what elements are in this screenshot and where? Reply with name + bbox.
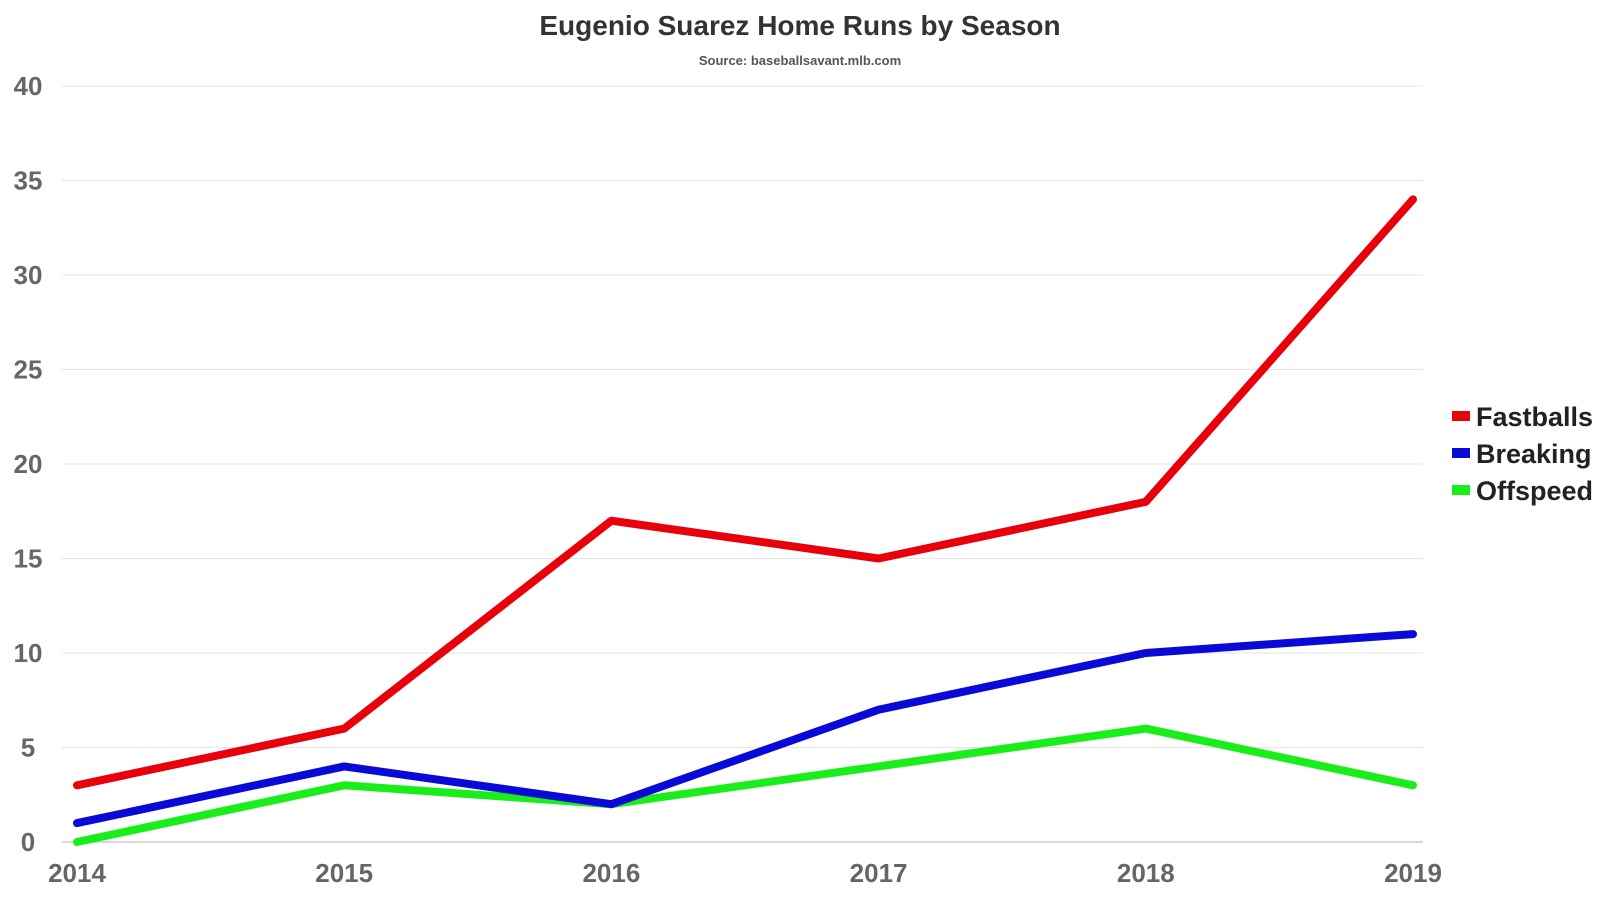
x-tick-label: 2019	[1384, 858, 1442, 888]
y-tick-label: 10	[14, 638, 43, 668]
y-axis: 0 5 10 15 20 25 30 35 40	[14, 71, 43, 857]
y-tick-label: 0	[21, 827, 35, 857]
legend-swatch-offspeed	[1452, 485, 1470, 495]
legend-label-fastballs: Fastballs	[1476, 402, 1593, 432]
y-tick-label: 30	[14, 260, 43, 290]
x-tick-label: 2014	[48, 858, 106, 888]
legend-swatch-breaking	[1452, 448, 1470, 458]
x-tick-label: 2018	[1117, 858, 1175, 888]
grid-lines	[62, 85, 1423, 843]
y-tick-label: 5	[21, 733, 35, 763]
x-tick-label: 2017	[850, 858, 908, 888]
x-axis: 2014 2015 2016 2017 2018 2019	[48, 858, 1442, 888]
x-tick-label: 2015	[315, 858, 373, 888]
y-tick-label: 35	[14, 166, 43, 196]
chart-title: Eugenio Suarez Home Runs by Season	[539, 10, 1061, 41]
y-tick-label: 40	[14, 71, 43, 101]
y-tick-label: 15	[14, 544, 43, 574]
series-line-offspeed	[73, 724, 1417, 846]
x-tick-label: 2016	[582, 858, 640, 888]
y-tick-label: 25	[14, 355, 43, 385]
series-line-fastballs	[73, 195, 1417, 790]
chart-subtitle: Source: baseballsavant.mlb.com	[698, 53, 902, 68]
series-line-breaking	[73, 630, 1417, 828]
legend-swatch-fastballs	[1452, 411, 1470, 421]
legend-label-breaking: Breaking	[1476, 439, 1592, 469]
legend-label-offspeed: Offspeed	[1476, 476, 1593, 506]
y-tick-label: 20	[14, 449, 43, 479]
series-lines	[73, 195, 1417, 846]
legend: Fastballs Breaking Offspeed	[1452, 402, 1593, 506]
